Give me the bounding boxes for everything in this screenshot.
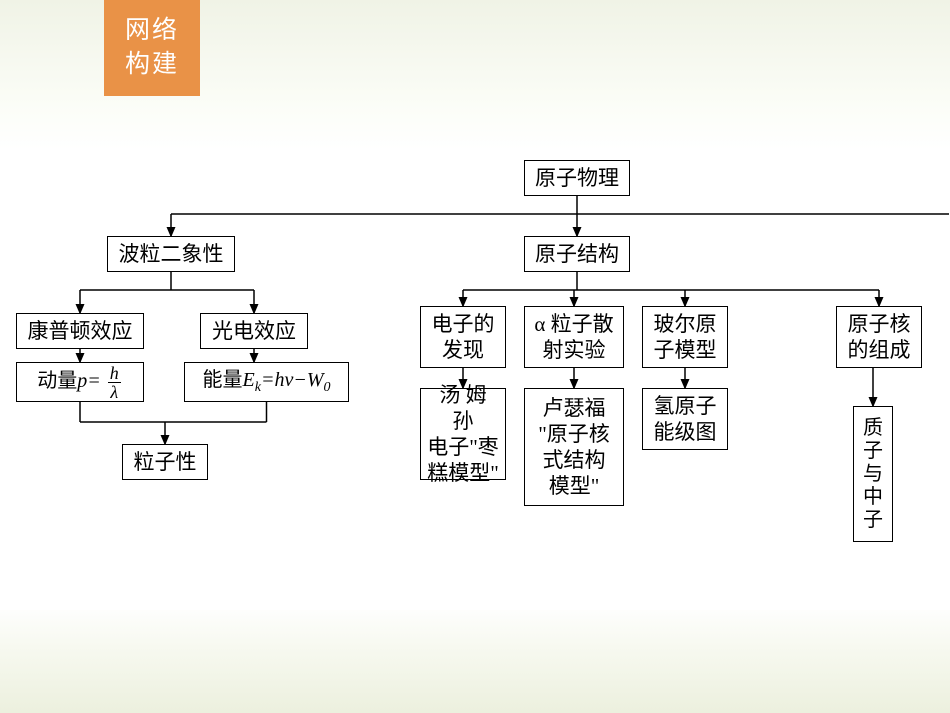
page: 网络构建 原子物理波粒二象性 原子结构康普顿效应 光电效应动量p= hλ 能量Ek=h… xyxy=(0,0,950,713)
node-atom_struct: 原子结构 xyxy=(524,236,630,272)
node-photo: 光电效应 xyxy=(200,313,308,349)
title-badge: 网络构建 xyxy=(104,0,200,96)
node-proton: 质子与中子 xyxy=(853,406,893,542)
node-alpha: α 粒子散射实验 xyxy=(524,306,624,368)
background-bottom xyxy=(0,603,950,713)
node-compton: 康普顿效应 xyxy=(16,313,144,349)
diagram: 原子物理波粒二象性 原子结构康普顿效应 光电效应动量p= hλ 能量Ek=hv−W0 粒… xyxy=(0,150,950,610)
node-hydrogen: 氢原子能级图 xyxy=(642,388,728,450)
node-bohr: 玻尔原子模型 xyxy=(642,306,728,368)
node-p_formula: 动量p= hλ xyxy=(16,362,144,402)
node-root: 原子物理 xyxy=(524,160,630,196)
node-wave: 波粒二象性 xyxy=(107,236,235,272)
node-electron: 电子的发现 xyxy=(420,306,506,368)
title-badge-text: 网络构建 xyxy=(125,14,179,82)
node-thomson: 汤 姆 孙电子"枣糕模型" xyxy=(420,388,506,480)
node-nucleus: 原子核的组成 xyxy=(836,306,922,368)
node-rutherford: 卢瑟福"原子核式结构模型" xyxy=(524,388,624,506)
node-e_formula: 能量Ek=hv−W0 xyxy=(184,362,349,402)
node-particle: 粒子性 xyxy=(122,444,208,480)
